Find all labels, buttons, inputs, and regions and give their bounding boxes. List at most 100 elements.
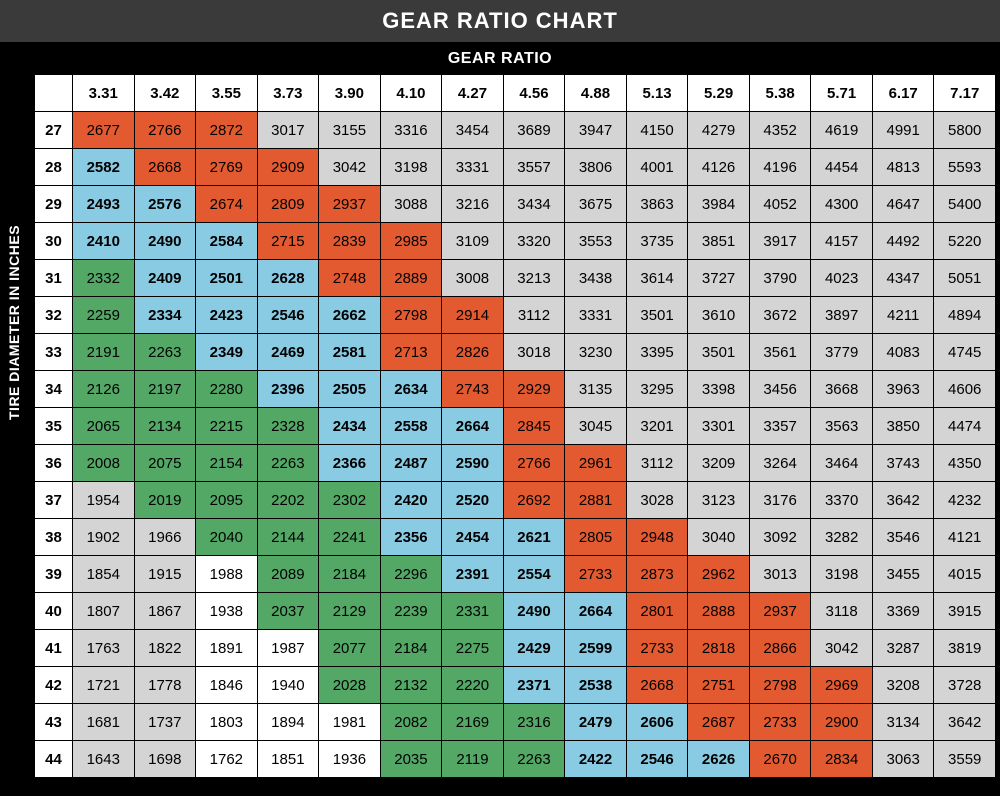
data-cell: 3287 xyxy=(872,630,934,667)
row-header: 36 xyxy=(35,445,73,482)
data-cell: 2126 xyxy=(73,371,135,408)
data-cell: 3727 xyxy=(688,260,750,297)
data-cell: 2396 xyxy=(257,371,319,408)
data-cell: 2713 xyxy=(380,334,442,371)
data-cell: 3123 xyxy=(688,482,750,519)
data-cell: 2733 xyxy=(565,556,627,593)
data-cell: 2077 xyxy=(319,630,381,667)
data-cell: 2881 xyxy=(565,482,627,519)
data-cell: 1988 xyxy=(196,556,258,593)
data-cell: 2873 xyxy=(626,556,688,593)
table-row: 4018071867193820372129223923312490266428… xyxy=(35,593,996,630)
data-cell: 3395 xyxy=(626,334,688,371)
table-row: 4416431698176218511936203521192263242225… xyxy=(35,741,996,778)
data-cell: 2962 xyxy=(688,556,750,593)
data-cell: 2628 xyxy=(257,260,319,297)
data-cell: 3501 xyxy=(688,334,750,371)
data-cell: 2668 xyxy=(626,667,688,704)
table-row: 4316811737180318941981208221692316247926… xyxy=(35,704,996,741)
data-cell: 3176 xyxy=(749,482,811,519)
data-cell: 2929 xyxy=(503,371,565,408)
data-cell: 2302 xyxy=(319,482,381,519)
data-cell: 2280 xyxy=(196,371,258,408)
table-row: 3620082075215422632366248725902766296131… xyxy=(35,445,996,482)
data-cell: 4991 xyxy=(872,112,934,149)
row-header: 34 xyxy=(35,371,73,408)
data-cell: 2259 xyxy=(73,297,135,334)
table-row: 3321912263234924692581271328263018323033… xyxy=(35,334,996,371)
data-cell: 2391 xyxy=(442,556,504,593)
data-cell: 3331 xyxy=(442,149,504,186)
table-row: 3222592334242325462662279829143112333135… xyxy=(35,297,996,334)
data-cell: 3112 xyxy=(503,297,565,334)
data-cell: 2144 xyxy=(257,519,319,556)
data-cell: 2429 xyxy=(503,630,565,667)
data-cell: 3357 xyxy=(749,408,811,445)
row-header: 39 xyxy=(35,556,73,593)
data-cell: 1891 xyxy=(196,630,258,667)
data-cell: 2028 xyxy=(319,667,381,704)
data-cell: 3209 xyxy=(688,445,750,482)
data-cell: 3456 xyxy=(749,371,811,408)
data-cell: 2241 xyxy=(319,519,381,556)
data-cell: 1902 xyxy=(73,519,135,556)
data-cell: 2366 xyxy=(319,445,381,482)
data-cell: 2434 xyxy=(319,408,381,445)
data-cell: 2809 xyxy=(257,186,319,223)
data-cell: 2834 xyxy=(811,741,873,778)
data-cell: 2220 xyxy=(442,667,504,704)
data-cell: 2805 xyxy=(565,519,627,556)
data-cell: 3109 xyxy=(442,223,504,260)
row-header: 37 xyxy=(35,482,73,519)
row-header: 30 xyxy=(35,223,73,260)
data-cell: 3917 xyxy=(749,223,811,260)
column-header-row: 3.313.423.553.733.904.104.274.564.885.13… xyxy=(35,75,996,112)
data-cell: 2888 xyxy=(688,593,750,630)
data-cell: 2040 xyxy=(196,519,258,556)
gear-ratio-chart: GEAR RATIO CHART GEAR RATIO TIRE DIAMETE… xyxy=(0,0,1000,796)
data-cell: 3850 xyxy=(872,408,934,445)
data-cell: 2371 xyxy=(503,667,565,704)
data-cell: 3963 xyxy=(872,371,934,408)
table-row: 3819021966204021442241235624542621280529… xyxy=(35,519,996,556)
data-cell: 4300 xyxy=(811,186,873,223)
row-header: 40 xyxy=(35,593,73,630)
data-cell: 2576 xyxy=(134,186,196,223)
data-cell: 3863 xyxy=(626,186,688,223)
column-header: 3.31 xyxy=(73,75,135,112)
data-cell: 2961 xyxy=(565,445,627,482)
data-cell: 2715 xyxy=(257,223,319,260)
row-header: 32 xyxy=(35,297,73,334)
data-cell: 2948 xyxy=(626,519,688,556)
data-cell: 2662 xyxy=(319,297,381,334)
data-cell: 3264 xyxy=(749,445,811,482)
column-header: 5.71 xyxy=(811,75,873,112)
data-cell: 4647 xyxy=(872,186,934,223)
data-cell: 2420 xyxy=(380,482,442,519)
data-cell: 2197 xyxy=(134,371,196,408)
data-cell: 2501 xyxy=(196,260,258,297)
data-cell: 2558 xyxy=(380,408,442,445)
data-cell: 1936 xyxy=(319,741,381,778)
data-cell: 2356 xyxy=(380,519,442,556)
data-cell: 2202 xyxy=(257,482,319,519)
data-cell: 3819 xyxy=(934,630,996,667)
data-cell: 1851 xyxy=(257,741,319,778)
data-cell: 3563 xyxy=(811,408,873,445)
row-header: 28 xyxy=(35,149,73,186)
data-cell: 1915 xyxy=(134,556,196,593)
row-header: 27 xyxy=(35,112,73,149)
data-cell: 1966 xyxy=(134,519,196,556)
data-cell: 2766 xyxy=(134,112,196,149)
data-cell: 3559 xyxy=(934,741,996,778)
data-cell: 3689 xyxy=(503,112,565,149)
data-cell: 2409 xyxy=(134,260,196,297)
data-cell: 2037 xyxy=(257,593,319,630)
data-cell: 4279 xyxy=(688,112,750,149)
data-cell: 5220 xyxy=(934,223,996,260)
data-cell: 3017 xyxy=(257,112,319,149)
data-cell: 5400 xyxy=(934,186,996,223)
table-row: 2924932576267428092937308832163434367538… xyxy=(35,186,996,223)
data-cell: 3042 xyxy=(811,630,873,667)
data-cell: 3434 xyxy=(503,186,565,223)
